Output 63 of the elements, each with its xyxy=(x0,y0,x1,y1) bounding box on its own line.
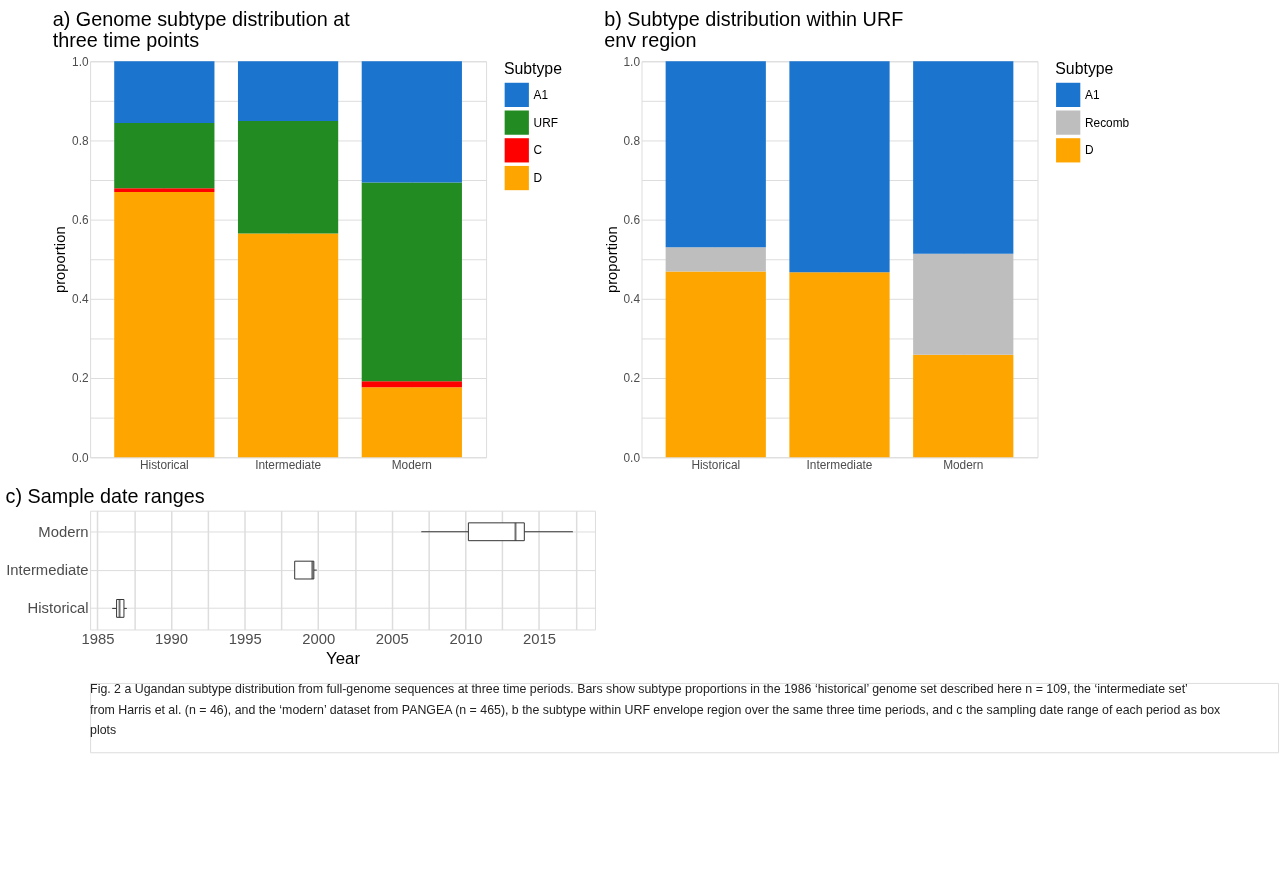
legend-title: Subtype xyxy=(1055,60,1114,78)
bar xyxy=(789,61,890,273)
y-tick-label: 1.0 xyxy=(623,54,641,69)
x-axis-title: Year xyxy=(326,648,361,668)
bar xyxy=(789,272,890,458)
bar xyxy=(361,387,462,458)
bar xyxy=(361,381,462,388)
chart-title: c) Sample date ranges xyxy=(5,484,205,507)
bar xyxy=(237,121,339,234)
x-tick-label: Intermediate xyxy=(255,457,322,472)
y-tick-label: 0.4 xyxy=(623,292,641,307)
y-tick-label: 0.8 xyxy=(72,133,89,148)
bar xyxy=(114,191,215,458)
y-tick-label: Modern xyxy=(38,523,89,540)
x-tick-label: Modern xyxy=(391,457,432,472)
bar xyxy=(665,61,766,248)
y-tick-label: 0.6 xyxy=(623,213,641,228)
y-axis-title: proportion xyxy=(603,226,620,294)
bar xyxy=(114,188,215,192)
x-tick-label: 2000 xyxy=(302,630,336,647)
y-tick-label: 0.6 xyxy=(72,213,89,228)
legend-label: A1 xyxy=(1085,87,1100,102)
chart-title: a) Genome subtype distribution at three time points xyxy=(52,7,351,52)
bar xyxy=(237,233,339,458)
y-axis-title: proportion xyxy=(52,226,69,294)
x-tick-label: Historical xyxy=(691,457,741,472)
legend-title: Subtype xyxy=(503,60,563,78)
y-tick-label: 0.0 xyxy=(623,450,641,465)
bar xyxy=(665,247,766,272)
bar xyxy=(237,61,339,122)
y-tick-label: 0.4 xyxy=(72,292,89,307)
bar xyxy=(913,61,1014,254)
bar xyxy=(361,182,462,382)
chart-title: b) Subtype distribution within URF env region xyxy=(604,7,904,52)
bar xyxy=(913,253,1014,355)
bar xyxy=(665,271,766,458)
y-tick-label: 0.2 xyxy=(72,371,89,386)
x-tick-label: Intermediate xyxy=(806,457,873,472)
y-tick-label: 0.0 xyxy=(72,450,89,465)
x-tick-label: 2015 xyxy=(523,630,557,647)
legend-label: C xyxy=(533,143,543,158)
y-tick-label: 0.2 xyxy=(623,371,641,386)
y-tick-label: Intermediate xyxy=(6,562,89,579)
legend-label: D xyxy=(533,171,543,186)
x-tick-label: 2010 xyxy=(449,630,483,647)
y-tick-label: 1.0 xyxy=(72,54,89,69)
x-tick-label: 1990 xyxy=(155,630,189,647)
legend-label: Recomb xyxy=(1085,115,1130,130)
legend-label: D xyxy=(1085,143,1094,158)
bar xyxy=(361,61,462,183)
x-tick-label: 1995 xyxy=(228,630,262,647)
legend-label: URF xyxy=(533,115,558,130)
x-tick-label: 1985 xyxy=(81,630,115,647)
legend-label: A1 xyxy=(533,87,549,102)
x-tick-label: Historical xyxy=(139,457,189,472)
bar xyxy=(114,123,215,189)
y-tick-label: 0.8 xyxy=(623,133,641,148)
bar xyxy=(114,61,215,124)
caption: Fig. 2 a Ugandan subtype distribution from full-genome sequences at three time periods. Bars show subtype proportions in the 1986 ‘historical’ genome set described here n = 109, the ‘intermediate set’ from Harris et al. (n = 46), and the ‘modern’ dataset from PANGEA (n = 465), b the subtype within URF envelope region over the same three time periods, and c the sampling date range of each period as box plots xyxy=(90,681,1222,738)
x-tick-label: 2005 xyxy=(375,630,409,647)
y-tick-label: Historical xyxy=(27,600,89,617)
x-tick-label: Modern xyxy=(943,457,984,472)
bar xyxy=(913,354,1014,458)
